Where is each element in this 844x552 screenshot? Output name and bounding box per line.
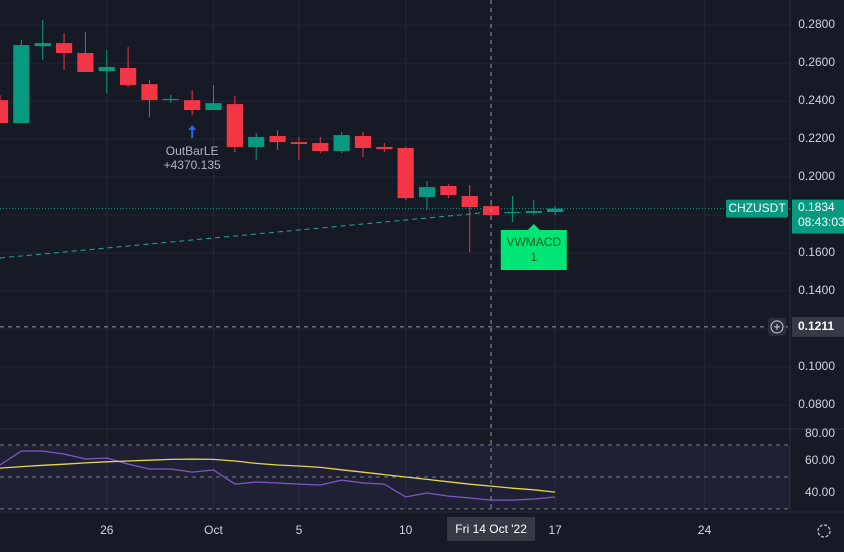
candle-body xyxy=(269,136,286,143)
y-tick-label: 0.2000 xyxy=(798,169,835,183)
crosshair-price-box xyxy=(792,316,844,337)
plus-icon xyxy=(774,323,780,330)
annotation-detail: +4370.135 xyxy=(164,158,221,172)
annotation-label: OutBarLE xyxy=(166,144,219,158)
candle-body xyxy=(461,196,478,208)
candle-body xyxy=(0,100,9,124)
candle-body xyxy=(98,67,115,72)
candle-body xyxy=(162,98,179,101)
y-tick-label: 0.2800 xyxy=(798,17,835,31)
y-tick-label: 0.1400 xyxy=(798,283,835,297)
last-price: 0.1834 xyxy=(798,200,835,214)
candle-body xyxy=(141,84,158,101)
settings-icon[interactable] xyxy=(817,524,831,538)
y-tick-label: 0.1600 xyxy=(798,245,835,259)
x-tick-label: 10 xyxy=(399,523,413,537)
candle-body xyxy=(55,43,73,54)
x-tick-label: Oct xyxy=(204,523,223,537)
crosshair-date: Fri 14 Oct '22 xyxy=(455,522,527,536)
candle-body xyxy=(547,208,564,213)
x-tick-label: 24 xyxy=(698,523,712,537)
x-tick-label: 17 xyxy=(548,523,562,537)
candle-body xyxy=(248,136,265,148)
candle-body xyxy=(397,147,414,199)
crosshair-date-box xyxy=(447,517,536,541)
candle-body xyxy=(205,103,222,110)
annotation-box xyxy=(500,224,567,270)
candle-body xyxy=(34,43,51,47)
candle-body xyxy=(504,212,521,214)
signal-arrow xyxy=(188,125,197,138)
y-tick-label: 0.2200 xyxy=(798,131,835,145)
annotation-detail: 1 xyxy=(530,250,537,264)
candle-body xyxy=(119,68,137,86)
candle-body xyxy=(354,136,372,148)
candle-body xyxy=(525,211,542,213)
x-tick-label: 5 xyxy=(296,523,303,537)
candle-body xyxy=(226,104,243,148)
last-price-box xyxy=(792,199,844,234)
plus-icon xyxy=(770,320,784,334)
y-tick-label: 0.0800 xyxy=(798,397,835,411)
crosshair-price: 0.1211 xyxy=(798,319,834,333)
candle-body xyxy=(13,45,30,124)
symbol-box xyxy=(726,199,788,218)
annotation-label: VWMACD xyxy=(506,235,561,249)
candle-body xyxy=(418,187,436,197)
candle-body xyxy=(440,185,457,196)
y-tick-label: 60.00 xyxy=(805,453,835,467)
y-tick-label: 40.00 xyxy=(805,485,835,499)
candle-body xyxy=(184,100,201,110)
candle-body xyxy=(77,53,94,72)
y-tick-label: 0.2400 xyxy=(798,93,835,107)
candle-body xyxy=(333,135,350,152)
y-tick-label: 0.2600 xyxy=(798,55,835,69)
guide-line xyxy=(0,211,492,259)
countdown: 08:43:03 xyxy=(798,215,844,229)
indicator-line xyxy=(0,458,556,493)
x-tick-label: 26 xyxy=(100,523,114,537)
y-tick-label: 80.00 xyxy=(805,426,835,440)
candle-body xyxy=(312,143,329,152)
indicator-line xyxy=(0,450,556,501)
candle-body xyxy=(290,142,308,144)
candle-body xyxy=(376,147,393,150)
symbol-label: CHZUSDT xyxy=(728,201,786,215)
y-tick-label: 0.1000 xyxy=(798,359,835,373)
